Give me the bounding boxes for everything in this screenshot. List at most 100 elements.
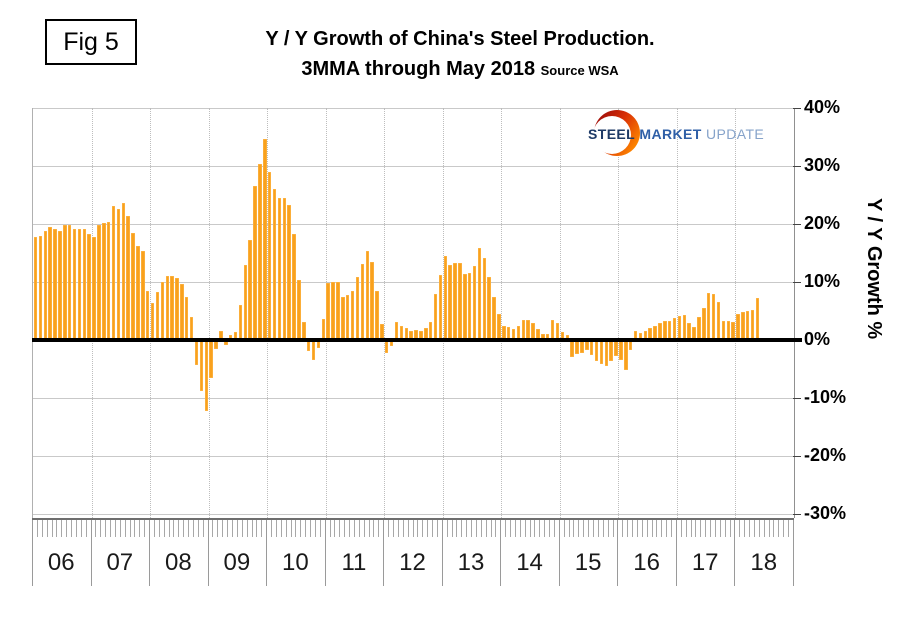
y-tick <box>793 282 801 283</box>
bar <box>141 250 145 340</box>
bar <box>77 228 82 340</box>
minor-tick <box>744 520 746 537</box>
minor-tick <box>588 520 590 537</box>
bar <box>643 331 648 340</box>
bar <box>165 276 169 340</box>
y-tick <box>793 456 801 457</box>
minor-tick <box>378 520 380 537</box>
bar <box>346 295 350 340</box>
year-gridline <box>325 108 327 518</box>
minor-tick <box>192 520 194 537</box>
year-separator <box>207 520 209 586</box>
year-separator <box>266 520 268 586</box>
bar <box>731 322 735 340</box>
minor-tick <box>422 520 424 537</box>
minor-tick <box>427 520 429 537</box>
bar <box>663 321 667 340</box>
minor-tick <box>295 520 297 537</box>
minor-tick <box>553 520 555 537</box>
minor-tick <box>188 520 190 537</box>
bar <box>516 325 521 340</box>
minor-tick <box>549 520 551 537</box>
plot-area <box>32 108 795 518</box>
minor-tick <box>763 520 765 537</box>
year-separator <box>500 520 502 586</box>
minor-tick <box>475 520 477 537</box>
bar <box>511 328 516 340</box>
bar <box>389 340 394 346</box>
minor-tick <box>724 520 726 537</box>
gridline-20 <box>33 224 794 225</box>
year-label: 12 <box>399 549 426 576</box>
minor-tick <box>344 520 346 537</box>
year-label: 10 <box>282 549 309 576</box>
minor-tick <box>66 520 68 537</box>
minor-tick <box>480 520 482 537</box>
bar <box>482 258 487 340</box>
minor-tick <box>85 520 87 537</box>
minor-tick <box>139 520 141 537</box>
bar <box>697 317 701 340</box>
bar <box>599 340 604 365</box>
minor-tick <box>319 520 321 537</box>
gridline-10 <box>33 282 794 283</box>
year-label: 06 <box>47 549 75 576</box>
bar <box>726 320 730 340</box>
minor-tick <box>607 520 609 537</box>
minor-tick <box>602 520 604 537</box>
bar <box>424 327 428 340</box>
bar <box>463 273 467 340</box>
year-separator <box>441 520 443 586</box>
minor-tick <box>534 520 536 537</box>
bar <box>409 331 413 340</box>
bar <box>497 313 501 340</box>
minor-tick <box>514 520 516 537</box>
bar <box>399 325 404 340</box>
bar <box>233 331 238 340</box>
bar <box>375 291 379 340</box>
y-tick-label: 40% <box>804 97 841 117</box>
bar <box>448 265 452 340</box>
year-separator <box>675 520 677 586</box>
minor-tick <box>222 520 224 537</box>
bar <box>136 246 140 340</box>
bar <box>521 319 526 340</box>
minor-tick <box>114 520 116 537</box>
bar <box>243 264 248 340</box>
bar <box>536 328 540 340</box>
y-tick-label: -20% <box>804 445 847 465</box>
minor-tick <box>719 520 721 537</box>
bar <box>438 275 443 340</box>
chart-subtitle: 3MMA through May 2018 <box>301 58 536 80</box>
bar <box>555 322 560 340</box>
minor-tick <box>329 520 331 537</box>
minor-tick <box>173 520 175 537</box>
bar <box>531 323 535 340</box>
bar <box>355 277 360 340</box>
minor-tick <box>275 520 277 537</box>
minor-tick <box>666 520 668 537</box>
y-tick-label: 10% <box>804 271 841 291</box>
bar <box>633 330 638 340</box>
bar <box>160 282 165 340</box>
minor-tick <box>495 520 497 537</box>
minor-tick <box>290 520 292 537</box>
bar <box>311 340 316 360</box>
gridline-40 <box>33 108 794 109</box>
minor-tick <box>773 520 775 537</box>
minor-tick <box>280 520 282 537</box>
minor-tick <box>217 520 219 537</box>
bar <box>155 291 160 340</box>
bar <box>58 230 62 340</box>
minor-tick <box>710 520 712 537</box>
minor-tick <box>105 520 107 537</box>
minor-tick <box>363 520 365 537</box>
minor-tick <box>285 520 287 537</box>
bar <box>658 323 662 340</box>
minor-tick <box>197 520 199 537</box>
bar <box>102 222 106 340</box>
minor-tick <box>753 520 755 537</box>
bar <box>419 330 423 340</box>
minor-tick <box>544 520 546 537</box>
bar <box>672 317 677 340</box>
